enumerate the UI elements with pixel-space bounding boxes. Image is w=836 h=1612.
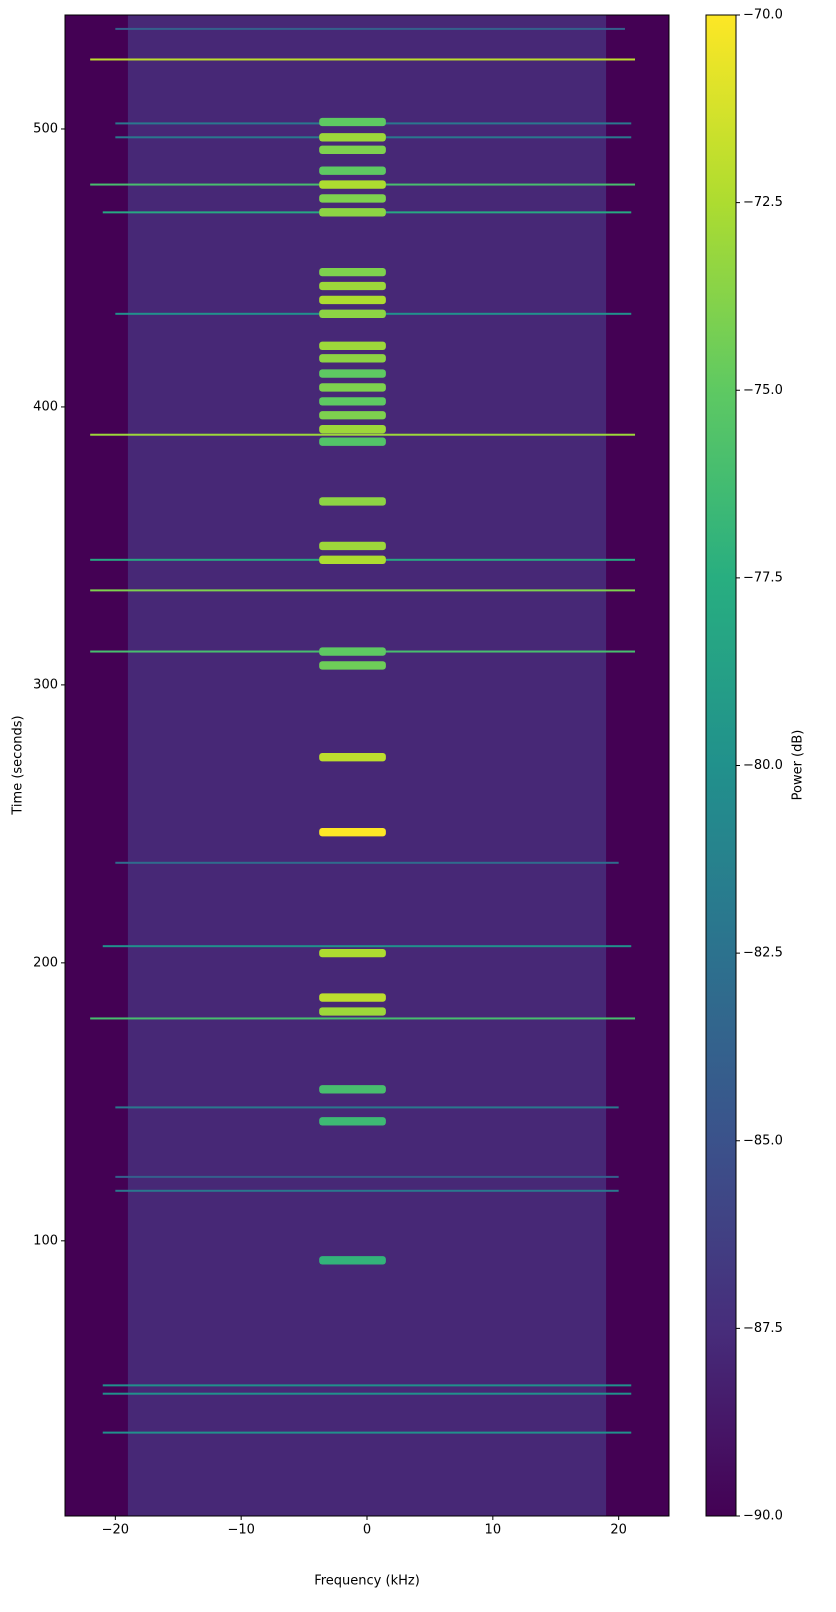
colorbar-tick-label: −80.0 [743,758,783,773]
burst [319,166,386,175]
colorbar [705,14,737,1517]
wideband-line [90,433,636,436]
wideband-line [115,27,625,30]
burst [319,295,386,305]
wideband-line [115,1189,619,1192]
y-tick-label: 100 [33,1233,58,1248]
wideband-line [115,1175,619,1178]
y-tick-label: 400 [33,399,58,414]
colorbar-tick-label: −90.0 [743,1509,783,1524]
burst [319,309,386,318]
burst [319,1007,386,1016]
plot-area [65,15,669,1516]
burst [319,117,386,127]
colorbar-label: Power (dB) [791,730,806,801]
wideband-line [102,1384,632,1387]
burst [319,752,386,762]
burst [319,555,386,564]
burst [319,369,386,378]
wideband-line [90,589,636,592]
burst [319,541,386,551]
burst [319,133,386,142]
colorbar-tick-label: −85.0 [743,1133,783,1148]
wideband-line [115,1106,619,1109]
burst [319,948,386,958]
burst [319,354,386,363]
x-tick-label: 20 [610,1523,627,1538]
wideband-line [102,945,632,948]
x-tick-label: −20 [102,1523,129,1538]
wideband-line [90,58,636,61]
wideband-line [102,1431,632,1434]
x-tick-label: 10 [485,1523,502,1538]
burst [319,180,386,189]
burst [319,1085,386,1094]
burst [319,828,386,837]
x-tick-label: 0 [363,1523,371,1538]
noise-band [127,15,607,1516]
y-tick-label: 200 [33,955,58,970]
wideband-line [102,1392,632,1395]
colorbar-tick-label: −75.0 [743,383,783,398]
burst [319,281,386,291]
burst [319,267,386,277]
burst [319,661,386,670]
y-axis-label: Time (seconds) [11,715,26,815]
y-tick-label: 500 [33,121,58,136]
burst [319,208,386,217]
colorbar-tick-label: −72.5 [743,195,783,210]
burst [319,397,386,406]
colorbar-tick-label: −77.5 [743,570,783,585]
burst [319,424,386,434]
burst [319,145,386,154]
colorbar-tick-label: −82.5 [743,946,783,961]
burst [319,194,386,203]
burst [319,411,386,420]
colorbar-tick-label: −70.0 [743,8,783,23]
burst [319,497,386,506]
burst [319,383,386,392]
wideband-line [115,861,619,864]
colorbar-tick-label: −87.5 [743,1321,783,1336]
burst [319,993,386,1002]
x-axis-label: Frequency (kHz) [314,1574,420,1589]
burst [319,341,386,350]
burst [319,1117,386,1126]
y-tick-label: 300 [33,677,58,692]
burst [319,437,386,446]
wideband-line [90,1017,636,1020]
burst [319,1256,386,1265]
burst [319,647,386,656]
x-tick-label: −10 [227,1523,254,1538]
